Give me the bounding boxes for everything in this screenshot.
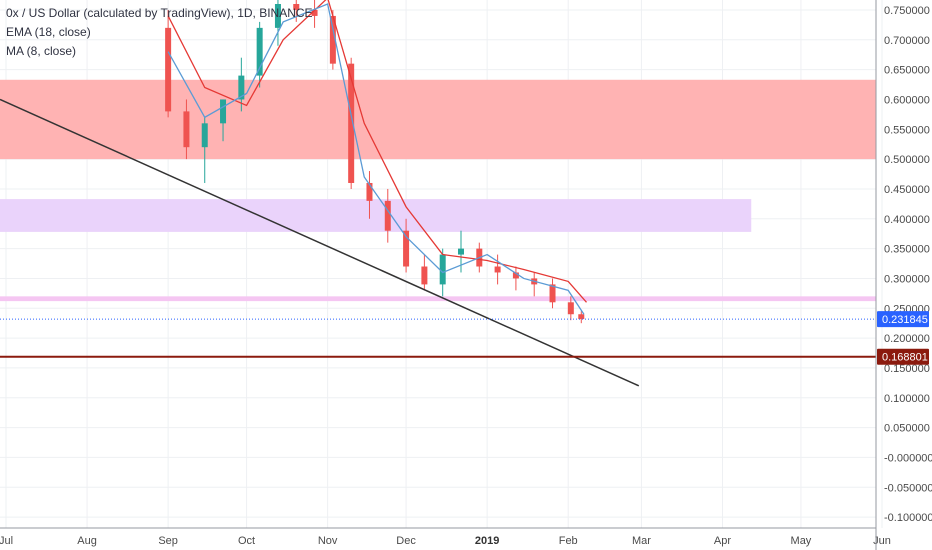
x-tick-label: Sep xyxy=(158,535,178,547)
price-tag-label: 0.231845 xyxy=(882,314,928,326)
candle-body[interactable] xyxy=(293,4,300,10)
x-tick-label: Apr xyxy=(714,535,731,547)
y-tick-label: 0.050000 xyxy=(884,423,930,435)
y-tick-label: 0.100000 xyxy=(884,393,930,405)
x-tick-label: Jun xyxy=(873,535,891,547)
candle-body[interactable] xyxy=(512,272,519,279)
drawings[interactable] xyxy=(0,98,876,387)
y-tick-label: 0.500000 xyxy=(884,154,930,166)
candle-body[interactable] xyxy=(220,99,227,124)
candle-body[interactable] xyxy=(421,266,428,285)
x-tick-label: Aug xyxy=(77,535,97,547)
y-tick-label: 0.550000 xyxy=(884,124,930,136)
candle-body[interactable] xyxy=(567,302,574,315)
candle-body[interactable] xyxy=(366,182,373,201)
ema-legend[interactable]: EMA (18, close) xyxy=(6,25,91,39)
candle-body[interactable] xyxy=(238,75,245,100)
price-tag-bg xyxy=(877,311,929,328)
candle-body[interactable] xyxy=(384,200,391,231)
ma-legend[interactable]: MA (8, close) xyxy=(6,44,77,58)
symbol-title[interactable]: 0x / US Dollar (calculated by TradingVie… xyxy=(6,6,313,20)
y-tick-label: 0.400000 xyxy=(884,214,930,226)
y-tick-label: 0.600000 xyxy=(884,94,930,106)
x-tick-label: 2019 xyxy=(475,535,499,547)
y-tick-label: 0.150000 xyxy=(884,363,930,375)
y-tick-label: -0.100000 xyxy=(884,512,932,524)
y-tick-label: -0.000000 xyxy=(884,452,932,464)
price-zones xyxy=(0,79,876,302)
candle-body[interactable] xyxy=(494,266,501,273)
candle-body[interactable] xyxy=(578,314,585,320)
candle-body[interactable] xyxy=(256,27,263,76)
y-tick-label: 0.650000 xyxy=(884,65,930,77)
x-tick-label: Dec xyxy=(396,535,416,547)
candle-body[interactable] xyxy=(311,9,318,16)
x-tick-label: Jul xyxy=(0,535,13,547)
y-tick-label: 0.700000 xyxy=(884,35,930,47)
candle-body[interactable] xyxy=(274,4,281,28)
trend-line[interactable] xyxy=(0,98,640,387)
candle-body[interactable] xyxy=(348,63,355,183)
y-tick-label: 0.350000 xyxy=(884,244,930,256)
candle-body[interactable] xyxy=(549,284,556,303)
ma-line xyxy=(167,3,585,315)
price-zone xyxy=(0,79,876,160)
candle-body[interactable] xyxy=(201,123,208,148)
x-tick-label: Feb xyxy=(559,535,578,547)
x-tick-label: Nov xyxy=(318,535,338,547)
y-tick-label: 0.200000 xyxy=(884,333,930,345)
price-tag-label: 0.168801 xyxy=(882,352,928,364)
price-zone xyxy=(0,199,752,232)
candle-body[interactable] xyxy=(457,248,464,255)
y-tick-label: 0.300000 xyxy=(884,273,930,285)
candle-body[interactable] xyxy=(439,254,446,285)
price-zone xyxy=(0,296,876,302)
y-tick-label: 0.450000 xyxy=(884,184,930,196)
candle-body[interactable] xyxy=(183,111,190,148)
candle-body[interactable] xyxy=(403,230,410,267)
x-tick-label: Oct xyxy=(238,535,255,547)
candle-body[interactable] xyxy=(165,27,172,112)
x-tick-label: Mar xyxy=(632,535,651,547)
price-tag-bg xyxy=(877,348,929,365)
ema-line xyxy=(167,0,588,303)
y-tick-label: 0.750000 xyxy=(884,5,930,17)
chart-legend: 0x / US Dollar (calculated by TradingVie… xyxy=(6,4,313,61)
y-tick-label: -0.050000 xyxy=(884,482,932,494)
candle-body[interactable] xyxy=(329,15,336,64)
x-tick-label: May xyxy=(791,535,812,547)
indicator-lines xyxy=(167,0,588,315)
